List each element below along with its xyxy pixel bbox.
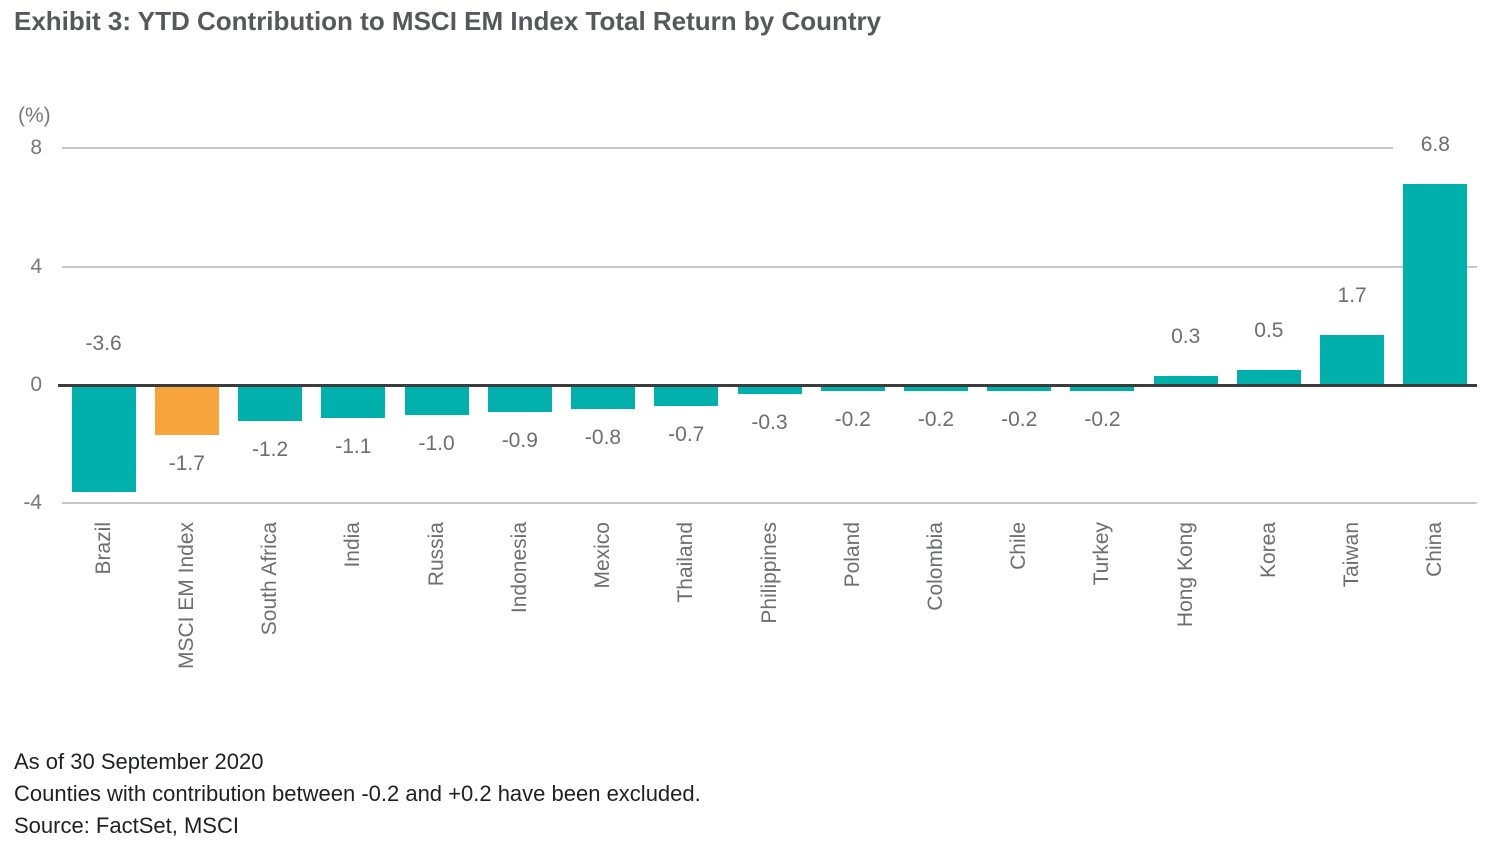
gridline-y8 [62,147,1477,150]
value-label-mexico: -0.8 [561,426,646,449]
bar-india [321,385,386,418]
footnote-exclusion-note: Counties with contribution between -0.2 … [14,781,701,806]
value-label-brazil: -3.6 [61,333,146,355]
bar-china [1403,183,1468,385]
category-label-russia: Russia [424,522,448,587]
x-axis-zero-line [58,383,1477,387]
footnote-source: Source: FactSet, MSCI [14,813,239,838]
category-label-indonesia: Indonesia [507,522,531,614]
bar-taiwan [1320,334,1385,385]
value-label-poland: -0.2 [810,408,895,431]
value-label-taiwan: 1.7 [1310,284,1395,307]
chart-footnotes: As of 30 September 2020 Counties with co… [14,746,701,842]
bar-msci-em-index [154,385,219,436]
bar-thailand [654,385,719,406]
bar-turkey [1070,385,1135,391]
value-label-india: -1.1 [311,435,396,458]
bar-korea [1236,370,1301,385]
category-label-poland: Poland [840,522,864,588]
value-label-korea: 0.5 [1226,320,1311,343]
category-label-thailand: Thailand [674,522,698,603]
bar-philippines [737,385,802,394]
value-label-colombia: -0.2 [893,408,978,431]
footnote-as-of-date: As of 30 September 2020 [14,749,264,774]
bar-colombia [903,385,968,391]
value-label-chile: -0.2 [977,408,1062,431]
category-label-india: India [341,522,365,568]
y-tick-label: 8 [30,136,42,160]
gridline-y4 [62,265,1477,268]
category-label-korea: Korea [1256,522,1280,579]
bar-mexico [571,385,636,409]
bar-hong-kong [1153,376,1218,385]
bar-brazil [71,385,136,492]
gridline-y-4 [62,502,1477,505]
bar-russia [404,385,469,415]
category-label-brazil: Brazil [91,522,115,575]
exhibit-title: Exhibit 3: YTD Contribution to MSCI EM I… [14,6,882,36]
y-tick-label: 0 [30,373,42,396]
category-label-china: China [1423,522,1447,577]
category-label-colombia: Colombia [923,522,947,611]
bar-chile [987,385,1052,391]
y-tick-label: -4 [23,491,42,515]
category-label-mexico: Mexico [591,522,615,589]
bar-indonesia [487,385,552,412]
value-label-russia: -1.0 [394,432,479,455]
bar-south-africa [238,385,303,421]
bar-poland [820,385,885,391]
value-label-indonesia: -0.9 [477,429,562,452]
category-label-hong-kong: Hong Kong [1173,522,1197,628]
value-label-hong-kong: 0.3 [1143,326,1228,349]
category-label-msci-em-index: MSCI EM Index [174,522,198,670]
category-label-taiwan: Taiwan [1340,522,1364,588]
y-tick-label: 4 [30,254,42,278]
category-label-philippines: Philippines [757,522,781,624]
value-label-china: 6.8 [1393,133,1478,156]
value-label-msci-em-index: -1.7 [144,453,229,476]
value-label-philippines: -0.3 [727,411,812,434]
category-label-south-africa: South Africa [258,522,282,636]
value-label-turkey: -0.2 [1060,408,1145,431]
category-label-turkey: Turkey [1090,522,1114,586]
value-label-south-africa: -1.2 [228,438,313,461]
y-axis-unit-label: (%) [18,104,51,127]
value-label-thailand: -0.7 [644,423,729,446]
category-label-chile: Chile [1007,522,1031,570]
